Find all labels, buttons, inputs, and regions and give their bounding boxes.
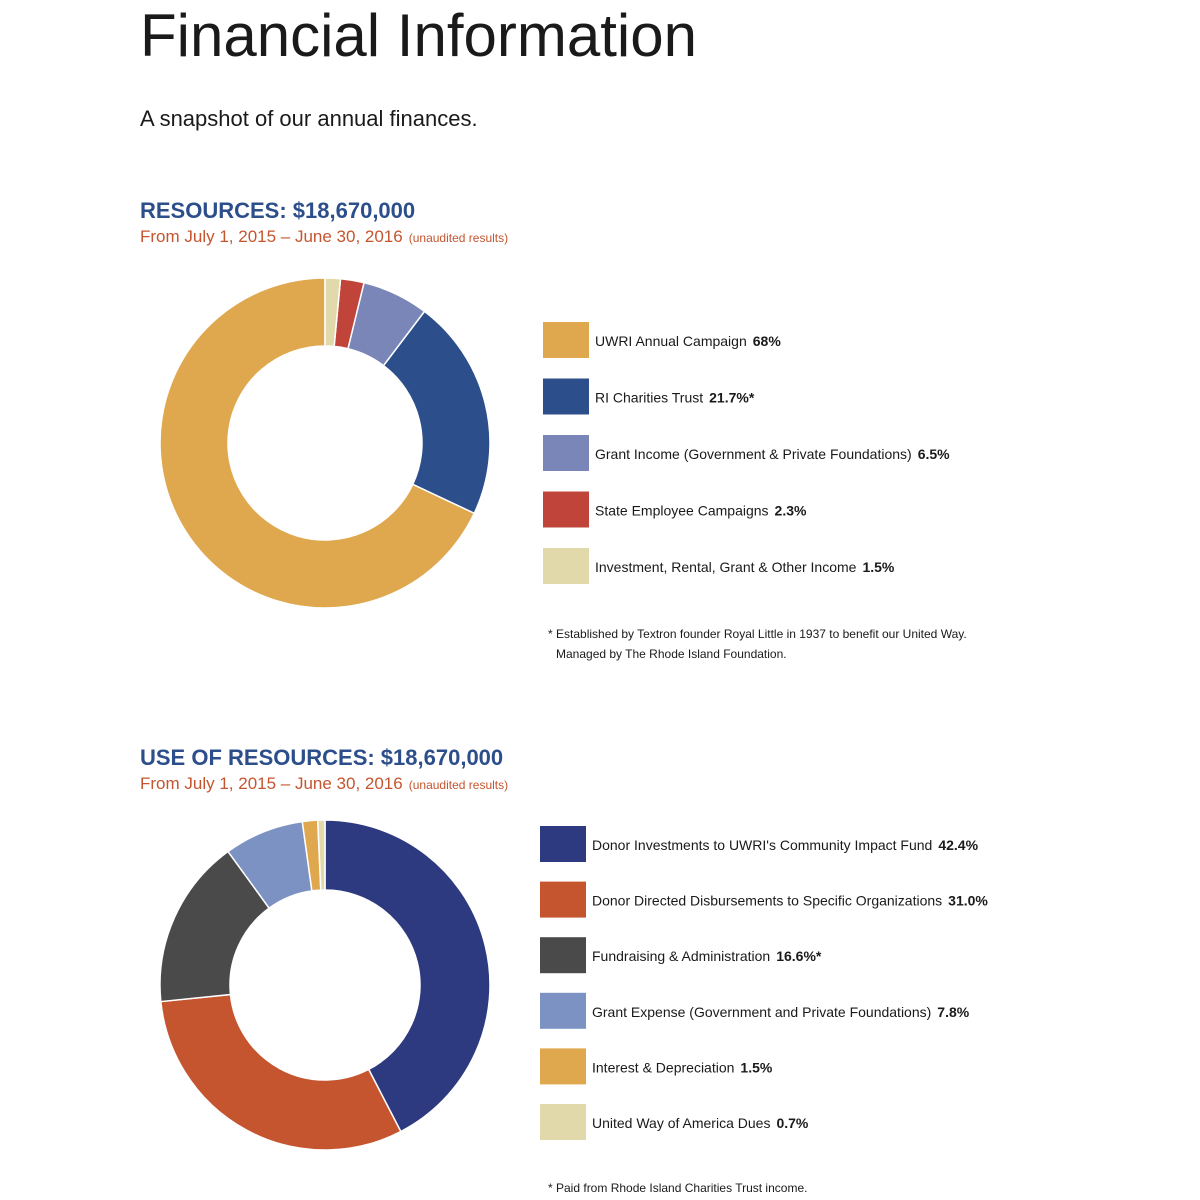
legend-label: Fundraising & Administration 16.6%* xyxy=(592,948,822,964)
legend-value: 1.5% xyxy=(740,1059,772,1075)
chart-title: USE OF RESOURCES: $18,670,000 xyxy=(140,745,503,770)
chart-subtitle-text: From July 1, 2015 – June 30, 2016 xyxy=(140,774,403,793)
chart-subtitle: From July 1, 2015 – June 30, 2016 (unaudi… xyxy=(140,774,508,793)
legend-swatch xyxy=(543,491,589,528)
legend-label: Interest & Depreciation 1.5% xyxy=(592,1059,773,1075)
legend-value: 1.5% xyxy=(862,559,894,575)
legend-value: 0.7% xyxy=(776,1115,808,1131)
legend-category: State Employee Campaigns xyxy=(595,503,769,519)
chart-title: RESOURCES: $18,670,000 xyxy=(140,198,415,223)
legend-category: Fundraising & Administration xyxy=(592,948,770,964)
legend-label: State Employee Campaigns 2.3% xyxy=(595,503,807,519)
legend-swatch xyxy=(540,937,586,974)
page-title: Financial Information xyxy=(140,2,697,69)
legend-swatch xyxy=(540,992,586,1029)
legend-value: 6.5% xyxy=(918,446,950,462)
legend-value: 2.3% xyxy=(775,503,807,519)
legend-category: Donor Investments to UWRI's Community Im… xyxy=(592,837,932,853)
legend-swatch xyxy=(540,881,586,918)
chart-note: (unaudited results) xyxy=(409,778,508,792)
chart-subtitle: From July 1, 2015 – June 30, 2016 (unaudi… xyxy=(140,227,508,246)
legend-category: Investment, Rental, Grant & Other Income xyxy=(595,559,857,575)
donut-segment xyxy=(316,819,326,891)
donut-segment xyxy=(324,277,342,348)
donut-segment xyxy=(382,310,491,515)
donut-segment xyxy=(160,993,402,1151)
legend-value: 7.8% xyxy=(937,1004,969,1020)
legend-category: United Way of America Dues xyxy=(592,1115,770,1131)
legend-category: Interest & Depreciation xyxy=(592,1059,734,1075)
legend-value: 21.7%* xyxy=(709,390,755,406)
legend-category: UWRI Annual Campaign xyxy=(595,333,747,349)
page-subtitle: A snapshot of our annual finances. xyxy=(140,106,478,131)
legend-swatch xyxy=(540,1048,586,1085)
legend-value: 16.6%* xyxy=(776,948,822,964)
legend-category: Grant Income (Government & Private Found… xyxy=(595,446,912,462)
legend-label: Grant Expense (Government and Private Fo… xyxy=(592,1004,970,1020)
chart-note: (unaudited results) xyxy=(409,231,508,245)
legend-value: 31.0% xyxy=(948,893,988,909)
legend-value: 68% xyxy=(753,333,782,349)
legend-label: UWRI Annual Campaign 68% xyxy=(595,333,781,349)
legend-label: RI Charities Trust 21.7%* xyxy=(595,390,755,406)
legend-label: Grant Income (Government & Private Found… xyxy=(595,446,950,462)
donut-segment xyxy=(324,819,491,1133)
legend-category: RI Charities Trust xyxy=(595,390,703,406)
legend-swatch xyxy=(540,826,586,862)
legend-swatch xyxy=(540,1104,586,1140)
legend-swatch xyxy=(543,548,589,584)
footnote: * Established by Textron founder Royal L… xyxy=(548,627,967,641)
legend-category: Donor Directed Disbursements to Specific… xyxy=(592,893,942,909)
legend-swatch xyxy=(543,378,589,415)
chart-subtitle-text: From July 1, 2015 – June 30, 2016 xyxy=(140,227,403,246)
footnote: Managed by The Rhode Island Foundation. xyxy=(556,647,787,661)
donut-segment xyxy=(159,277,476,609)
legend-swatch xyxy=(543,322,589,358)
legend-label: Investment, Rental, Grant & Other Income… xyxy=(595,559,895,575)
legend-swatch xyxy=(543,435,589,471)
footnote: * Paid from Rhode Island Charities Trust… xyxy=(548,1181,807,1195)
legend-label: United Way of America Dues 0.7% xyxy=(592,1115,809,1131)
legend-category: Grant Expense (Government and Private Fo… xyxy=(592,1004,931,1020)
legend-value: 42.4% xyxy=(938,837,978,853)
legend-label: Donor Directed Disbursements to Specific… xyxy=(592,893,988,909)
legend-label: Donor Investments to UWRI's Community Im… xyxy=(592,837,979,853)
